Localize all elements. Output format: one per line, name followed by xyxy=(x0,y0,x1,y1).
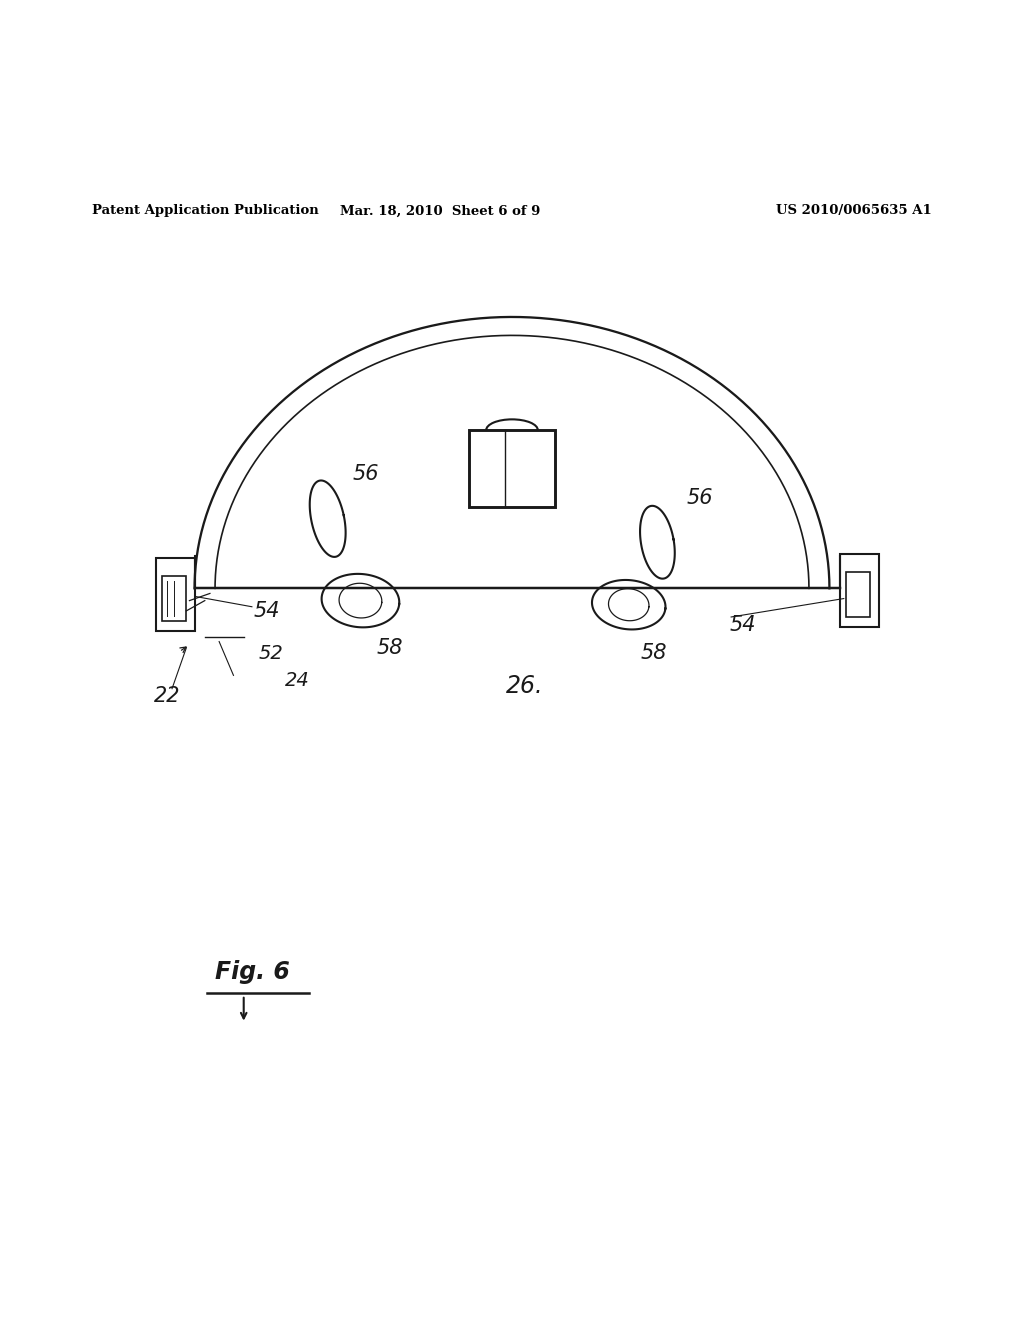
Text: Fig. 6: Fig. 6 xyxy=(215,961,290,985)
Text: 58: 58 xyxy=(641,643,668,663)
Text: 54: 54 xyxy=(254,601,281,620)
Text: 24: 24 xyxy=(285,671,309,690)
Text: Mar. 18, 2010  Sheet 6 of 9: Mar. 18, 2010 Sheet 6 of 9 xyxy=(340,205,541,218)
Text: 54: 54 xyxy=(729,615,756,635)
Text: 56: 56 xyxy=(352,463,379,483)
Text: Patent Application Publication: Patent Application Publication xyxy=(92,205,318,218)
Text: US 2010/0065635 A1: US 2010/0065635 A1 xyxy=(776,205,932,218)
Text: 56: 56 xyxy=(686,488,713,508)
Text: 58: 58 xyxy=(377,638,403,657)
Text: 26.: 26. xyxy=(506,673,544,697)
Text: 22: 22 xyxy=(154,686,180,706)
Text: 52: 52 xyxy=(259,644,284,664)
